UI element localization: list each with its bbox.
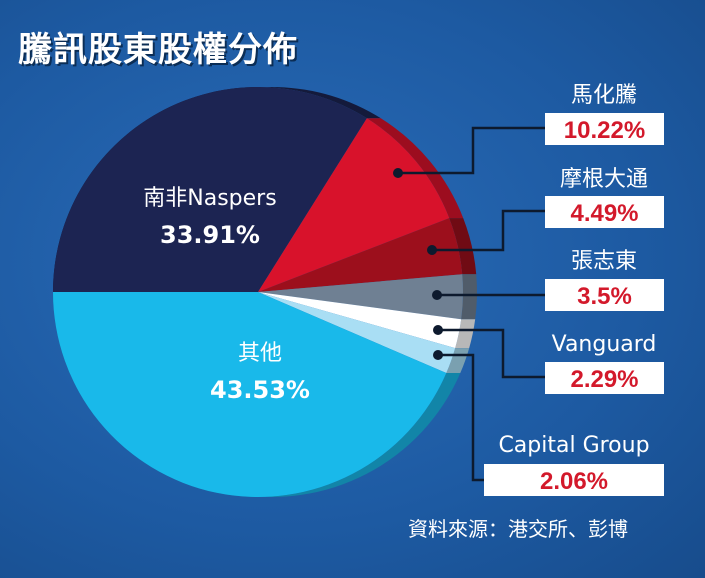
pie-rim-vanguard — [455, 319, 476, 349]
pie-rim-slice — [461, 274, 477, 320]
callout-name-label: Vanguard — [552, 332, 657, 357]
callout-value-box — [545, 279, 664, 311]
callout-value-box — [484, 464, 664, 496]
callout-value-box — [545, 196, 664, 228]
callout-name-label: 摩根大通 — [560, 167, 648, 192]
callout-line — [438, 328, 545, 379]
pie-slice-vanguard — [258, 292, 462, 349]
callout-value-box — [545, 362, 664, 394]
slice-value-label: 33.91% — [160, 221, 260, 249]
source-note: 資料來源：港交所、彭博 — [408, 517, 628, 541]
callout-value-label: 2.06% — [540, 468, 608, 495]
slice-name-label: 南非Naspers — [143, 186, 276, 211]
callout-dot — [433, 325, 443, 335]
callout-name-label: 馬化騰 — [571, 83, 637, 108]
pie-slices — [53, 87, 463, 498]
chart-title: 騰訊股東股權分佈 — [18, 30, 298, 70]
callout-name-label: Capital Group — [498, 433, 649, 458]
callout-capital-group: Capital Group 2.06% — [433, 350, 664, 496]
callout-name-label: 張志東 — [571, 249, 637, 274]
callout-slice: 摩根大通 4.49% — [427, 167, 664, 255]
pie-slice-capital-group — [258, 292, 456, 374]
callout-dot — [393, 168, 403, 178]
callout-vanguard: Vanguard 2.29% — [433, 325, 664, 394]
callout-value-label: 4.49% — [570, 200, 638, 227]
pie-rim-slice — [449, 218, 477, 275]
callout-line — [432, 209, 545, 252]
pie-slice-slice — [258, 218, 463, 292]
callout-value-label: 10.22% — [564, 117, 645, 144]
pie-slice-naspers — [53, 87, 367, 293]
callout-value-box — [545, 113, 664, 145]
pie-rim-slice — [366, 118, 464, 219]
callout-value-label: 2.29% — [570, 366, 638, 393]
pie-slice-slice — [258, 118, 450, 292]
callout-slice: 張志東 3.5% — [432, 249, 664, 311]
callout-value-label: 3.5% — [577, 283, 632, 310]
callout-dot — [432, 290, 442, 300]
pie-slice-slice — [53, 292, 447, 498]
callout-slice: 馬化騰 10.22% — [393, 83, 664, 178]
callout-dot — [433, 350, 443, 360]
slice-name-label: 其他 — [238, 341, 282, 366]
slice-value-label: 43.53% — [210, 376, 310, 404]
callout-line — [398, 126, 545, 175]
pie-slice-slice — [258, 274, 463, 320]
callout-line — [438, 353, 484, 482]
callout-dot — [427, 245, 437, 255]
